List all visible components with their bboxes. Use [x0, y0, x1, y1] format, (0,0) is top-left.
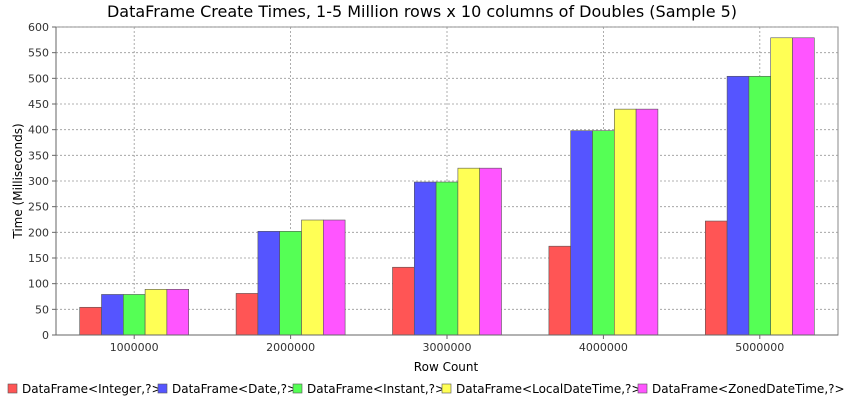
bar-DataFrame<ZonedDateTime,?>-5000000	[792, 37, 815, 336]
x-tick-label: 2000000	[266, 341, 315, 354]
x-tick-label: 4000000	[579, 341, 628, 354]
bar-DataFrame<LocalDateTime,?>-3000000	[457, 167, 480, 336]
y-tick-label: 400	[28, 124, 49, 137]
bar-DataFrame<Instant,?>-4000000	[592, 130, 615, 336]
bar-DataFrame<Integer,?>-2000000	[235, 293, 259, 336]
y-tick-label: 500	[28, 72, 49, 85]
bar-DataFrame<Instant,?>-5000000	[748, 75, 772, 336]
legend-label: DataFrame<Date,?>	[172, 382, 297, 396]
bar-DataFrame<Date,?>-2000000	[257, 231, 280, 336]
bar-DataFrame<LocalDateTime,?>-5000000	[770, 37, 793, 336]
y-tick-label: 350	[28, 149, 49, 162]
bar-DataFrame<ZonedDateTime,?>-4000000	[635, 108, 659, 336]
y-axis-label: Time (Milliseconds)	[11, 123, 25, 239]
y-tick-label: 200	[28, 226, 49, 239]
legend-swatch	[7, 383, 18, 394]
y-tick-label: 250	[28, 201, 49, 214]
y-tick-label: 0	[42, 329, 49, 342]
legend-swatch	[637, 383, 648, 394]
x-tick-label: 3000000	[423, 341, 472, 354]
y-tick-label: 550	[28, 47, 49, 60]
bar-DataFrame<Integer,?>-1000000	[79, 306, 102, 336]
y-tick-label: 300	[28, 175, 49, 188]
x-tick-label: 5000000	[735, 341, 784, 354]
x-axis-label: Row Count	[414, 360, 479, 374]
legend-label: DataFrame<ZonedDateTime,?>	[652, 382, 845, 396]
bar-DataFrame<LocalDateTime,?>-1000000	[144, 289, 168, 336]
legend-label: DataFrame<LocalDateTime,?>	[456, 382, 641, 396]
y-tick-label: 50	[35, 303, 49, 316]
bar-DataFrame<LocalDateTime,?>-4000000	[613, 108, 637, 336]
bar-DataFrame<ZonedDateTime,?>-2000000	[322, 219, 346, 336]
y-tick-label: 600	[28, 21, 49, 34]
legend-label: DataFrame<Instant,?>	[307, 382, 445, 396]
chart-title: DataFrame Create Times, 1-5 Million rows…	[107, 2, 737, 21]
y-tick-label: 100	[28, 278, 49, 291]
bar-DataFrame<Integer,?>-5000000	[704, 220, 728, 336]
y-tick-label: 150	[28, 252, 49, 265]
bar-DataFrame<Date,?>-3000000	[413, 181, 437, 336]
bar-DataFrame<ZonedDateTime,?>-1000000	[166, 289, 189, 336]
plot-area: 0 50 100 150 200 250 300 350 400 450 500 550 600 1000…	[28, 21, 839, 354]
legend-swatch	[441, 383, 452, 394]
bar-DataFrame<Instant,?>-1000000	[123, 294, 146, 336]
x-tick-label: 1000000	[110, 341, 159, 354]
bar-DataFrame<Date,?>-5000000	[726, 75, 750, 336]
legend: DataFrame<Integer,?> DataFrame<Date,?> Dat…	[7, 382, 845, 396]
bar-DataFrame<Instant,?>-3000000	[435, 181, 459, 336]
legend-label: DataFrame<Integer,?>	[22, 382, 162, 396]
bar-DataFrame<LocalDateTime,?>-2000000	[301, 219, 324, 336]
y-tick-label: 450	[28, 98, 49, 111]
bar-DataFrame<ZonedDateTime,?>-3000000	[479, 167, 502, 336]
legend-swatch	[292, 383, 303, 394]
legend-swatch	[157, 383, 168, 394]
bar-DataFrame<Integer,?>-4000000	[548, 245, 572, 336]
bar-DataFrame<Date,?>-1000000	[101, 294, 124, 336]
bar-DataFrame<Date,?>-4000000	[570, 130, 593, 336]
bar-DataFrame<Integer,?>-3000000	[392, 266, 415, 336]
bar-DataFrame<Instant,?>-2000000	[279, 231, 302, 336]
